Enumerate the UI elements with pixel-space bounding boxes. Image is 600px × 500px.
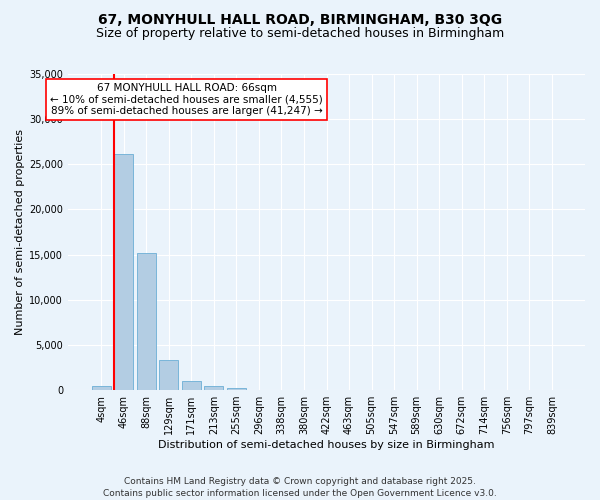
Text: 67, MONYHULL HALL ROAD, BIRMINGHAM, B30 3QG: 67, MONYHULL HALL ROAD, BIRMINGHAM, B30 … bbox=[98, 12, 502, 26]
Text: 67 MONYHULL HALL ROAD: 66sqm
← 10% of semi-detached houses are smaller (4,555)
8: 67 MONYHULL HALL ROAD: 66sqm ← 10% of se… bbox=[50, 83, 323, 116]
X-axis label: Distribution of semi-detached houses by size in Birmingham: Distribution of semi-detached houses by … bbox=[158, 440, 495, 450]
Bar bbox=[204, 386, 223, 390]
Bar bbox=[92, 386, 110, 390]
Bar bbox=[182, 381, 201, 390]
Bar bbox=[159, 360, 178, 390]
Text: Contains HM Land Registry data © Crown copyright and database right 2025.
Contai: Contains HM Land Registry data © Crown c… bbox=[103, 476, 497, 498]
Bar bbox=[137, 253, 156, 390]
Text: Size of property relative to semi-detached houses in Birmingham: Size of property relative to semi-detach… bbox=[96, 28, 504, 40]
Bar bbox=[227, 388, 246, 390]
Bar bbox=[114, 154, 133, 390]
Y-axis label: Number of semi-detached properties: Number of semi-detached properties bbox=[15, 129, 25, 335]
